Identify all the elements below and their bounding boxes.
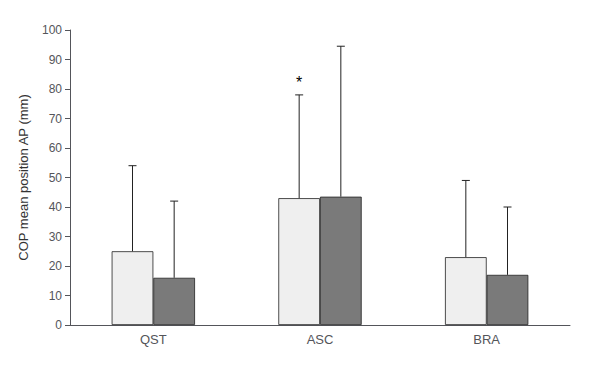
svg-text:40: 40 <box>49 200 63 214</box>
svg-text:70: 70 <box>49 112 63 126</box>
svg-text:100: 100 <box>42 23 62 37</box>
svg-text:10: 10 <box>49 289 63 303</box>
svg-text:*: * <box>296 74 302 91</box>
svg-text:BRA: BRA <box>473 332 500 347</box>
svg-text:60: 60 <box>49 141 63 155</box>
svg-text:ASC: ASC <box>307 332 334 347</box>
svg-text:80: 80 <box>49 82 63 96</box>
svg-text:50: 50 <box>49 171 63 185</box>
svg-text:90: 90 <box>49 53 63 67</box>
svg-text:30: 30 <box>49 230 63 244</box>
svg-text:0: 0 <box>55 318 62 332</box>
svg-text:QST: QST <box>140 332 167 347</box>
svg-text:20: 20 <box>49 259 63 273</box>
svg-text:COP mean position AP (mm): COP mean position AP (mm) <box>16 94 31 260</box>
